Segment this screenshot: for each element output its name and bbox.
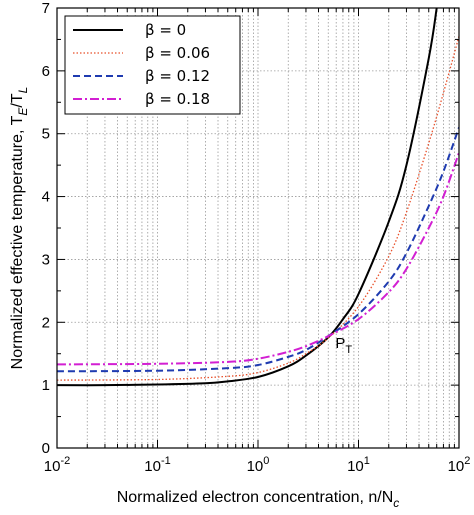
x-tick-base: 10 [44,458,61,475]
y-tick-label: 4 [42,189,50,206]
legend-label: β = 0.06 [145,44,210,62]
x-tick-exponent: 0 [263,455,269,467]
y-axis-label-mid: /T [9,93,26,107]
y-tick-label: 7 [42,0,50,17]
x-tick-label: 100 [247,455,270,475]
series-line-0 [57,8,438,387]
x-tick-label: 10-1 [144,455,170,475]
x-tick-exponent: 2 [464,455,470,467]
legend-label: β = 0 [145,21,186,39]
series-line-2 [57,127,459,373]
series-line-3 [57,152,459,366]
legend-label: β = 0.12 [145,67,210,85]
x-axis-label: Normalized electron concentration, n/Nc [117,489,400,510]
legend: β = 0 β = 0.06 β = 0.12 β = 0.18 [64,15,241,115]
annotation-text: P [335,335,345,352]
x-tick-exponent: 1 [364,455,370,467]
series-lines [57,8,459,387]
y-axis-label-sub1: E [16,107,30,116]
y-tick-label: 5 [42,126,50,143]
x-tick-exponent: -2 [60,455,70,467]
annotation-sub: T [345,344,352,356]
y-tick-label: 2 [42,314,50,331]
legend-label: β = 0.18 [145,90,210,108]
x-tick-base: 10 [448,458,465,475]
x-axis-label-main: Normalized electron concentration, n/N [117,489,394,506]
legend-box [64,15,241,115]
y-axis-label: Normalized effective temperature, TE/TL [9,87,30,370]
x-tick-exponent: -1 [161,455,171,467]
annotation-pt: PT [335,335,352,356]
y-tick-label: 6 [42,63,50,80]
y-tick-label: 0 [42,440,50,457]
y-axis-label-sub2: L [16,87,30,94]
y-tick-label: 1 [42,377,50,394]
x-tick-base: 10 [247,458,264,475]
x-tick-label: 102 [448,455,471,475]
x-tick-label: 10-2 [44,455,70,475]
x-tick-base: 10 [347,458,364,475]
y-axis-label-main: Normalized effective temperature, T [9,115,26,369]
x-tick-base: 10 [144,458,161,475]
x-tick-label: 101 [347,455,370,475]
x-axis-label-sub: c [393,496,399,510]
y-tick-label: 3 [42,251,50,268]
